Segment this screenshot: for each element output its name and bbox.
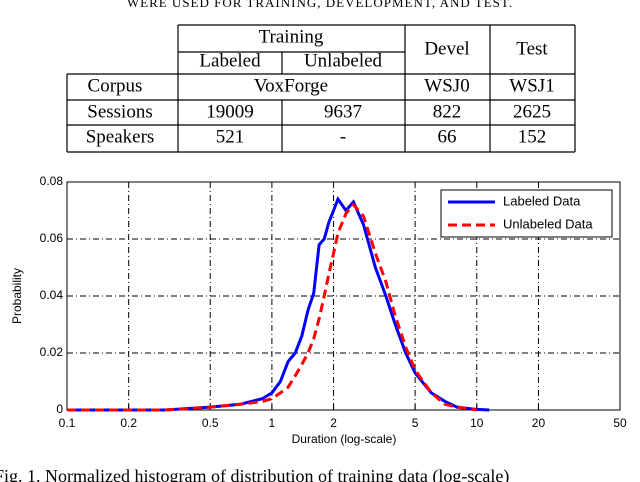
- y-tick-label: 0.02: [40, 345, 64, 359]
- figure-caption: Fig. 1. Normalized histogram of distribu…: [0, 466, 509, 482]
- x-axis-label: Duration (log-scale): [292, 432, 397, 446]
- table-cell: Labeled: [199, 50, 261, 71]
- legend-label: Unlabeled Data: [503, 216, 593, 231]
- data-line: [67, 202, 477, 412]
- table-caption: WERE USED FOR TRAINING, DEVELOPMENT, AND…: [127, 0, 513, 10]
- y-tick-label: 0.08: [40, 174, 64, 188]
- x-tick-label: 1: [269, 416, 276, 430]
- table-cell: Devel: [424, 38, 469, 59]
- data-line: [67, 195, 490, 412]
- table-lines: [66, 24, 576, 153]
- plot-frame: [66, 181, 621, 411]
- table-cell: 66: [438, 126, 457, 147]
- x-tick-label: 0.1: [59, 416, 76, 430]
- table-cell: Sessions: [87, 101, 152, 122]
- x-tick-label: 0.5: [202, 416, 219, 430]
- table-cell: 2625: [513, 101, 551, 122]
- table-cell: Test: [516, 38, 548, 59]
- table-cell: Training: [259, 26, 324, 47]
- x-tick-label: 10: [470, 416, 484, 430]
- table-cell: -: [340, 126, 346, 147]
- legend-label: Labeled Data: [503, 193, 581, 208]
- y-tick-label: 0.06: [40, 231, 64, 245]
- table-cell: Corpus: [88, 75, 143, 96]
- table-cell: Unlabeled: [304, 50, 383, 71]
- table-cell: 19009: [206, 101, 254, 122]
- table-cell: VoxForge: [254, 75, 328, 96]
- x-tick-label: 5: [412, 416, 419, 430]
- table-cell: Speakers: [86, 126, 155, 147]
- table-cell: WSJ0: [424, 75, 469, 96]
- table-cell: 521: [216, 126, 245, 147]
- y-tick-label: 0: [56, 402, 63, 416]
- legend-box: [440, 189, 613, 238]
- y-tick-label: 0.04: [40, 288, 64, 302]
- x-tick-label: 50: [613, 416, 627, 430]
- table-cell: 822: [433, 101, 462, 122]
- x-tick-label: 2: [330, 416, 337, 430]
- table-cell: 9637: [324, 101, 362, 122]
- y-axis-label: Probability: [10, 268, 24, 324]
- x-tick-label: 0.2: [120, 416, 137, 430]
- table-cell: 152: [518, 126, 547, 147]
- table-cell: WSJ1: [509, 75, 554, 96]
- x-tick-label: 20: [532, 416, 546, 430]
